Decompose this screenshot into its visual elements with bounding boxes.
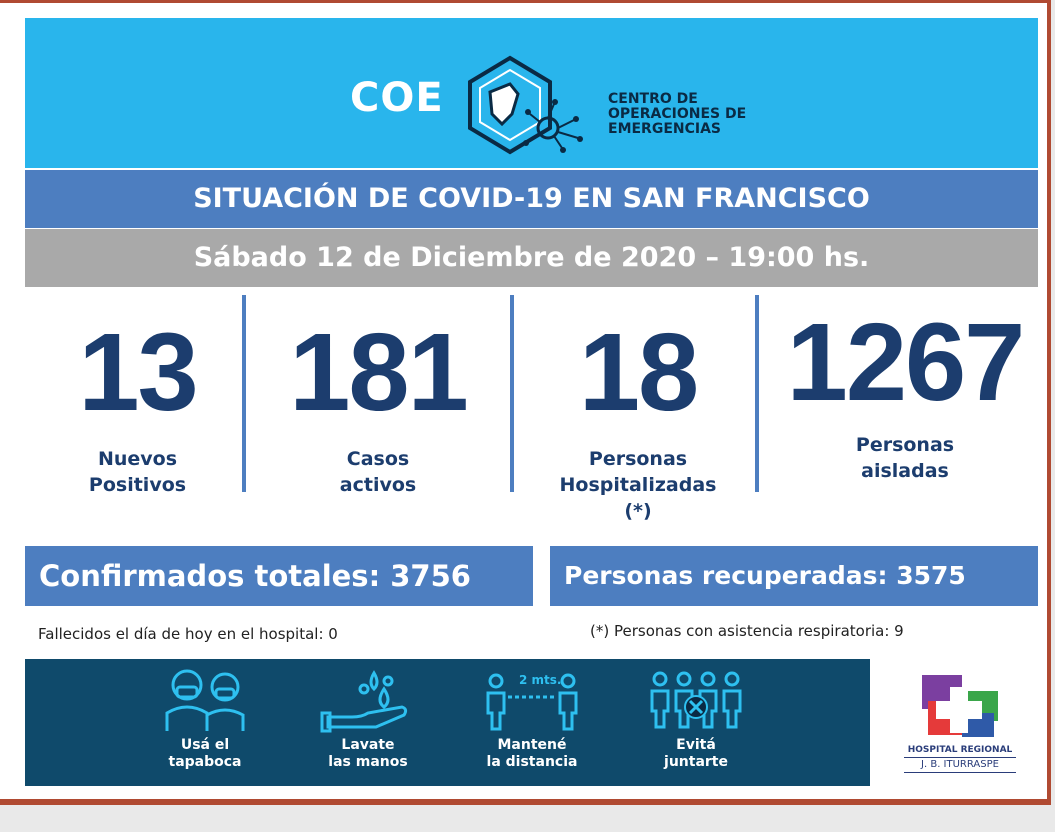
stat-hospitalized: 18 Personas Hospitalizadas (*)	[528, 318, 748, 524]
tip-distance: 2 mts. Mantené la distancia	[457, 659, 607, 786]
stat-label: Casos activos	[258, 446, 498, 498]
coe-logo: COE CENTRO DE OPERACIONES DE EMERGENCIAS	[350, 44, 790, 164]
stat-label-line: Personas	[855, 434, 955, 456]
hospital-cross-icon	[922, 675, 998, 737]
no-gathering-icon	[650, 671, 742, 729]
stat-isolated: 1267 Personas aisladas	[775, 308, 1035, 484]
stat-label-line: Personas	[588, 448, 688, 470]
tip-wash: Lavate las manos	[293, 659, 443, 786]
tip-label-line: las manos	[328, 754, 408, 770]
stat-label-line: aisladas	[861, 460, 949, 482]
prevention-band: Usá el tapaboca Lavate las manos	[25, 659, 870, 786]
mask-people-icon	[165, 669, 245, 731]
stat-label-line: Nuevos	[97, 448, 178, 470]
stat-divider	[242, 295, 246, 492]
tip-label: Evitá juntarte	[621, 737, 771, 771]
stat-value: 1267	[786, 301, 1026, 424]
stat-label-line: Casos	[346, 448, 410, 470]
hospital-name: HOSPITAL REGIONAL	[907, 745, 1013, 755]
stat-label: Personas Hospitalizadas (*)	[528, 446, 748, 524]
confirmed-total-box: Confirmados totales: 3756	[25, 546, 533, 606]
coe-subtitle-line: EMERGENCIAS	[608, 121, 722, 137]
distance-icon	[486, 673, 578, 731]
stat-new-positives: 13 Nuevos Positivos	[40, 318, 235, 498]
stat-label: Nuevos Positivos	[40, 446, 235, 498]
hospital-logo: HOSPITAL REGIONAL J. B. ITURRASPE	[884, 659, 1036, 786]
tip-label-line: Mantené	[497, 737, 567, 753]
respiratory-note: (*) Personas con asistencia respiratoria…	[590, 622, 904, 640]
stat-label-line: Positivos	[88, 474, 187, 496]
tip-label-line: Lavate	[341, 737, 395, 753]
stat-divider	[755, 295, 759, 492]
deaths-note: Fallecidos el día de hoy en el hospital:…	[38, 625, 338, 643]
tip-label: Usá el tapaboca	[130, 737, 280, 771]
tip-label-line: Usá el	[180, 737, 230, 753]
coe-subtitle-line: OPERACIONES DE	[608, 106, 747, 122]
stat-active-cases: 181 Casos activos	[258, 318, 498, 498]
page-title: SITUACIÓN DE COVID-19 EN SAN FRANCISCO	[25, 170, 1038, 228]
handwash-icon	[320, 670, 408, 733]
distance-badge: 2 mts.	[519, 673, 562, 687]
tip-label-line: tapaboca	[168, 754, 242, 770]
stat-value: 18	[578, 311, 699, 434]
header-banner: COE CENTRO DE OPERACIONES DE EMERGENCIAS	[25, 18, 1038, 168]
stat-label-line: (*)	[624, 500, 652, 522]
tip-label: Mantené la distancia	[457, 737, 607, 771]
tip-label-line: Evitá	[676, 737, 716, 753]
stat-label: Personas aisladas	[775, 432, 1035, 484]
stat-label-line: activos	[339, 474, 417, 496]
tip-no-gathering: Evitá juntarte	[621, 659, 771, 786]
virus-shield-icon	[468, 55, 583, 155]
stat-divider	[510, 295, 514, 492]
report-date: Sábado 12 de Diciembre de 2020 – 19:00 h…	[25, 229, 1038, 287]
tip-label-line: la distancia	[486, 754, 578, 770]
tip-label: Lavate las manos	[293, 737, 443, 771]
tip-mask: Usá el tapaboca	[130, 659, 280, 786]
coe-logo-subtitle: CENTRO DE OPERACIONES DE EMERGENCIAS	[608, 92, 746, 137]
tip-label-line: juntarte	[664, 754, 728, 770]
coe-subtitle-line: CENTRO DE	[608, 91, 698, 107]
stat-label-line: Hospitalizadas	[559, 474, 717, 496]
coe-logo-word: COE	[350, 75, 444, 121]
recovered-total-box: Personas recuperadas: 3575	[550, 546, 1038, 606]
hospital-subname: J. B. ITURRASPE	[904, 757, 1016, 773]
stat-value: 181	[289, 311, 469, 434]
stat-value: 13	[78, 311, 198, 434]
